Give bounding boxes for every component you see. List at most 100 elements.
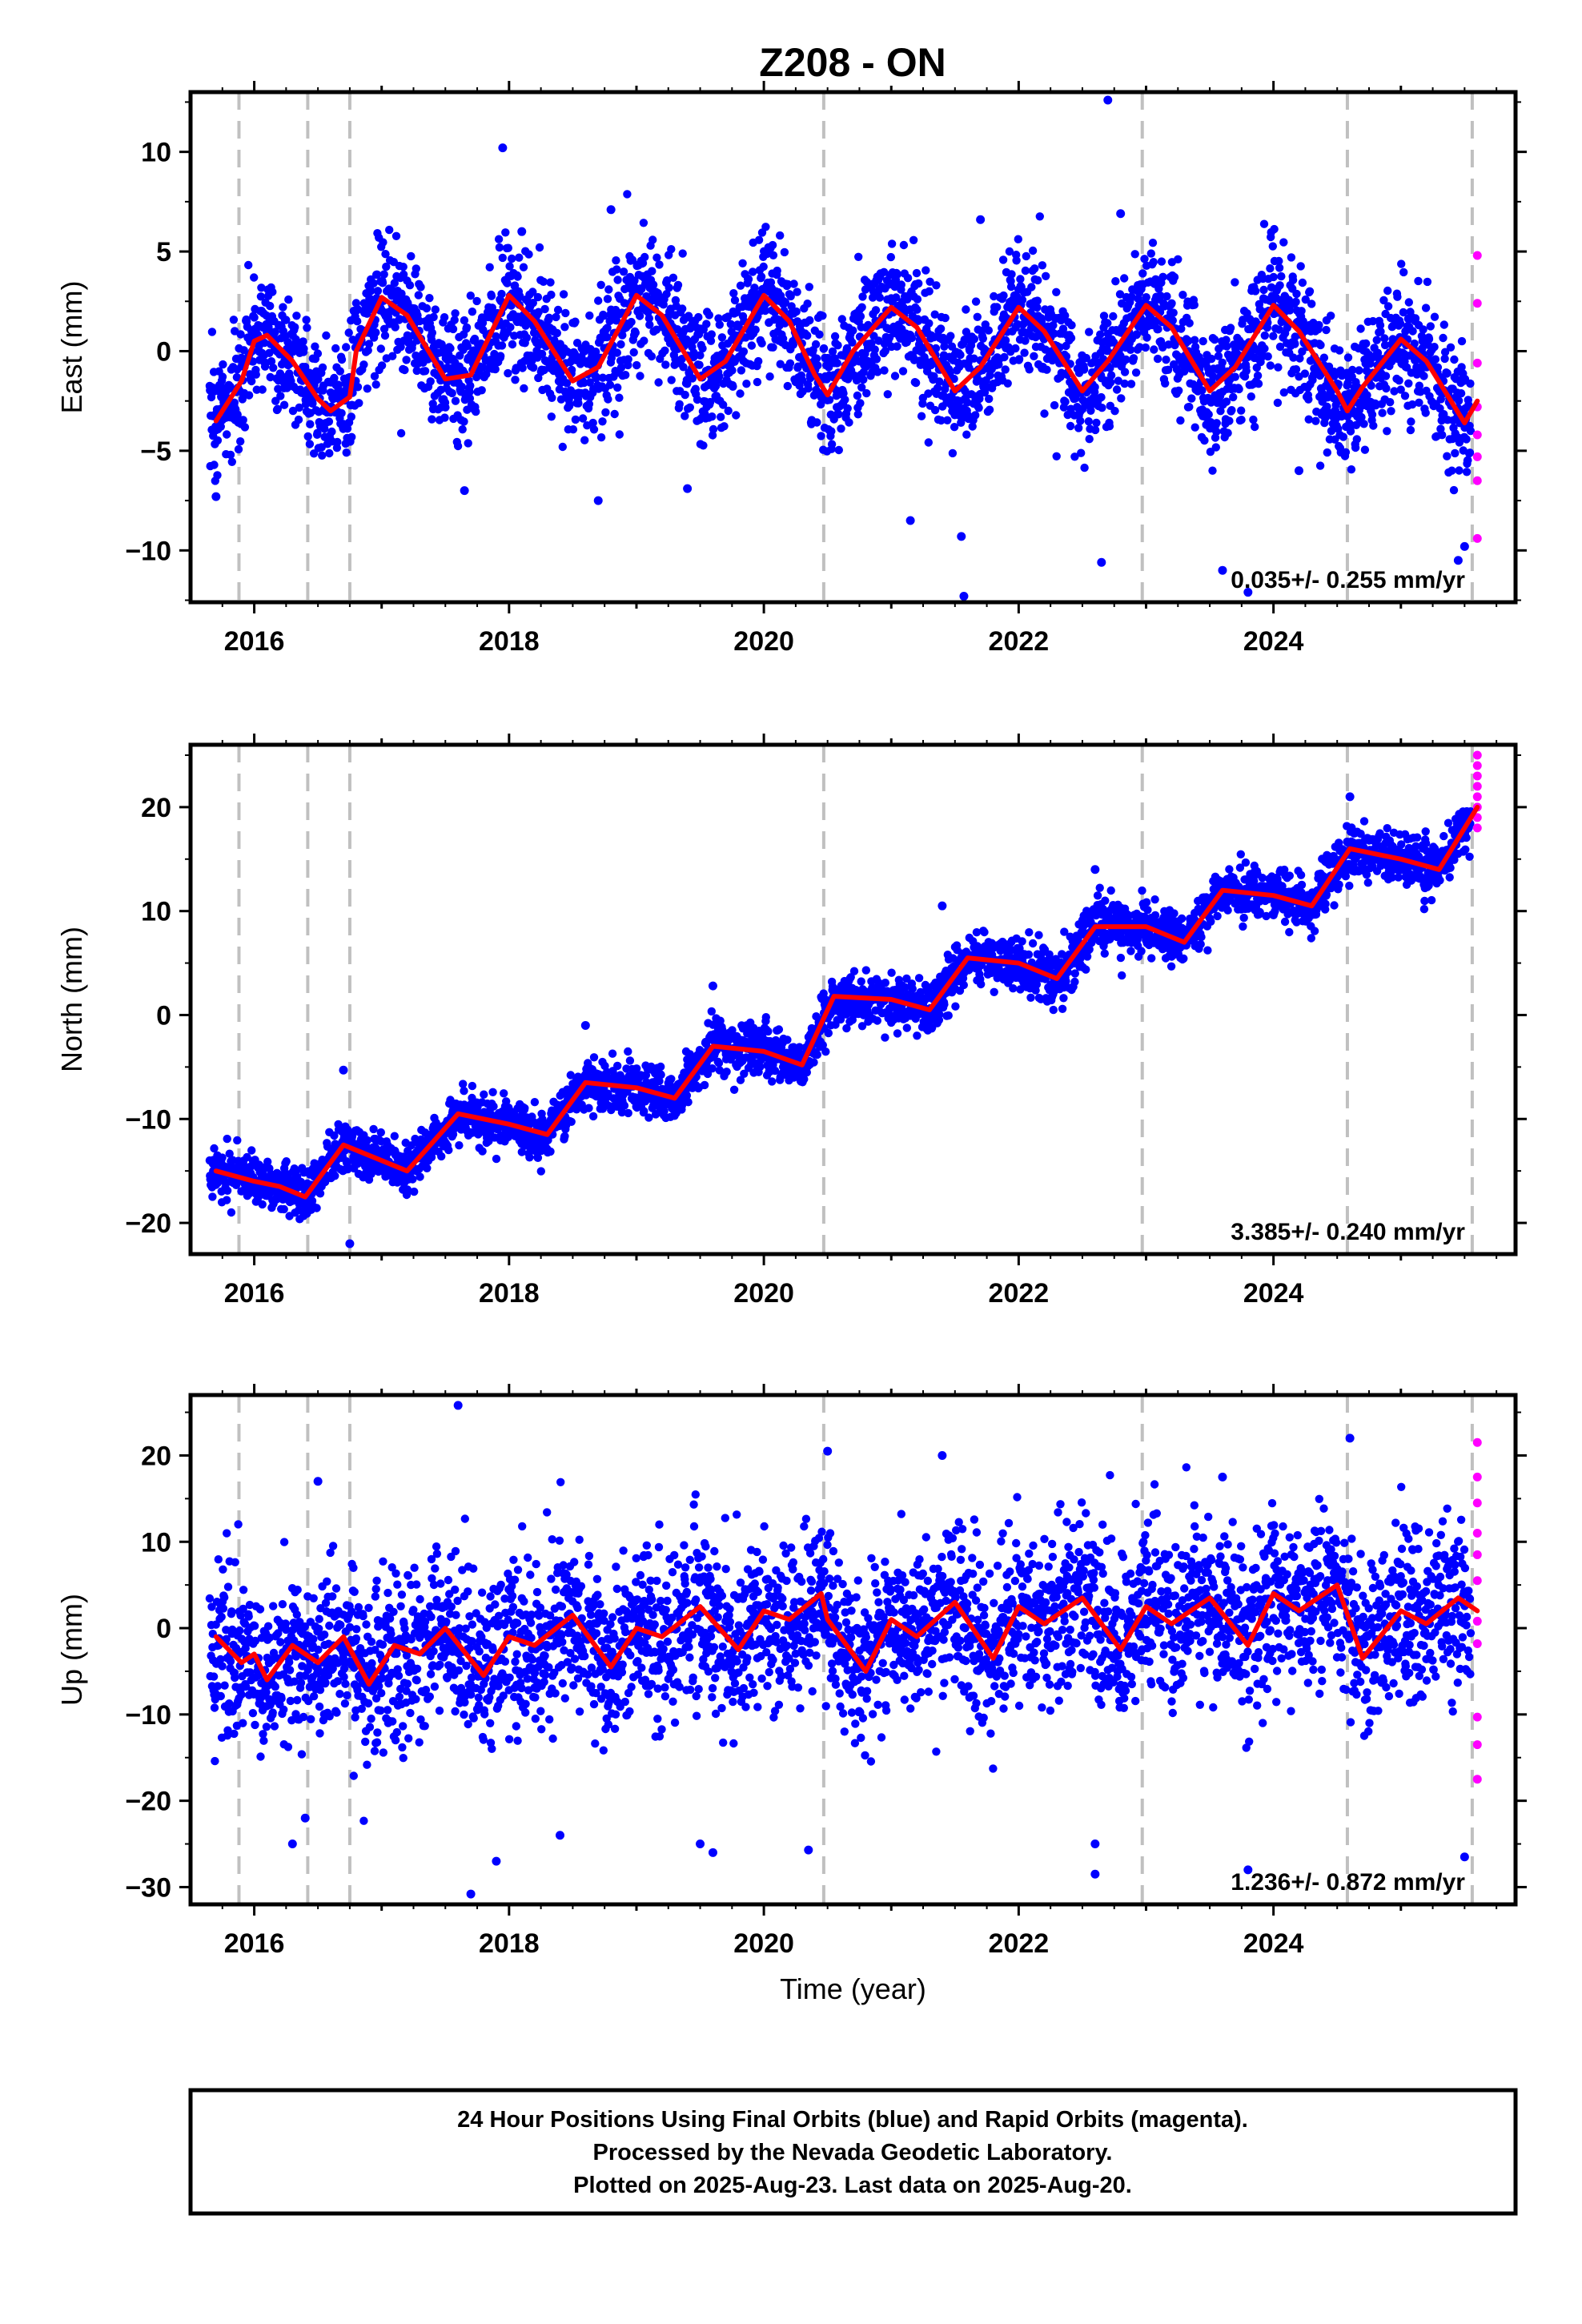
final-point: [1301, 295, 1311, 304]
final-point: [912, 268, 921, 278]
final-point: [705, 311, 713, 320]
final-point: [604, 285, 613, 294]
final-point: [1014, 235, 1023, 243]
final-point: [239, 416, 247, 424]
final-point: [700, 1080, 709, 1090]
final-point: [279, 303, 287, 312]
outlier-point: [957, 532, 966, 541]
final-point: [844, 375, 853, 384]
final-point: [533, 1153, 543, 1163]
final-point: [353, 383, 363, 392]
y-tick-label: −5: [140, 436, 171, 467]
final-point: [1279, 388, 1289, 397]
final-point: [873, 368, 882, 376]
final-point: [667, 1075, 676, 1084]
final-point: [330, 1131, 339, 1140]
final-point: [1042, 365, 1051, 374]
final-point: [1259, 219, 1269, 228]
final-point: [1368, 316, 1378, 326]
final-point: [1231, 372, 1240, 381]
final-point: [913, 305, 921, 314]
outlier-point: [1294, 466, 1303, 476]
final-point: [601, 408, 610, 417]
final-point: [294, 1206, 303, 1215]
final-point: [736, 1076, 745, 1084]
final-point: [388, 352, 397, 360]
final-point: [446, 344, 455, 353]
final-point: [1322, 325, 1331, 335]
final-point: [708, 1064, 717, 1073]
final-point: [1199, 336, 1207, 346]
final-point: [656, 1062, 665, 1072]
final-point: [412, 366, 421, 376]
final-point: [834, 410, 843, 419]
final-point: [1376, 327, 1385, 336]
final-point: [1163, 365, 1173, 374]
final-point: [426, 377, 435, 386]
final-point: [1464, 456, 1472, 464]
final-point: [1034, 275, 1042, 285]
final-point: [962, 305, 970, 314]
final-point: [681, 390, 689, 400]
final-point: [391, 231, 401, 240]
final-point: [734, 322, 743, 332]
final-point: [480, 1090, 488, 1099]
final-point: [1156, 292, 1165, 300]
final-point: [313, 428, 322, 437]
final-point: [1018, 296, 1027, 304]
final-point: [282, 1157, 291, 1166]
final-point: [1001, 336, 1010, 345]
final-point: [1275, 325, 1283, 334]
final-point: [1162, 292, 1171, 301]
final-point: [511, 376, 520, 384]
final-point: [1298, 278, 1307, 287]
final-point: [462, 323, 472, 332]
final-point: [268, 287, 277, 296]
final-point: [448, 388, 456, 398]
final-point: [1000, 352, 1009, 362]
final-point: [240, 423, 250, 432]
final-point: [845, 418, 853, 427]
final-point: [1012, 256, 1021, 265]
final-point: [223, 1134, 231, 1144]
final-point: [1249, 415, 1258, 424]
final-point: [478, 319, 488, 328]
final-point: [234, 444, 243, 454]
final-point: [324, 417, 334, 426]
final-point: [880, 366, 889, 375]
final-point: [552, 312, 560, 322]
final-point: [1407, 417, 1415, 426]
final-point: [892, 293, 901, 302]
final-point: [632, 360, 641, 370]
final-point: [422, 304, 432, 313]
final-point: [353, 317, 362, 326]
final-point: [1247, 392, 1256, 401]
rapid-point: [1472, 251, 1482, 260]
final-point: [868, 293, 877, 302]
final-point: [683, 380, 692, 388]
final-point: [1239, 316, 1247, 324]
final-point: [1150, 345, 1158, 354]
final-point: [1335, 346, 1344, 355]
final-point: [612, 265, 621, 274]
final-point: [1170, 272, 1179, 282]
final-point: [574, 399, 583, 408]
outlier-point: [211, 492, 221, 501]
final-point: [837, 315, 847, 324]
final-point: [337, 408, 346, 418]
final-point: [677, 1101, 686, 1110]
north-plot-area: [205, 745, 1482, 1254]
final-point: [1066, 404, 1075, 413]
final-point: [620, 1101, 629, 1110]
final-point: [909, 235, 918, 244]
final-point: [1090, 425, 1100, 435]
final-point: [1291, 332, 1299, 341]
final-point: [251, 370, 260, 379]
final-point: [257, 283, 266, 292]
final-point: [1204, 410, 1213, 419]
final-point: [943, 416, 952, 424]
final-point: [753, 377, 762, 387]
final-point: [520, 1104, 529, 1113]
final-point: [931, 344, 941, 353]
final-point: [1042, 271, 1050, 280]
